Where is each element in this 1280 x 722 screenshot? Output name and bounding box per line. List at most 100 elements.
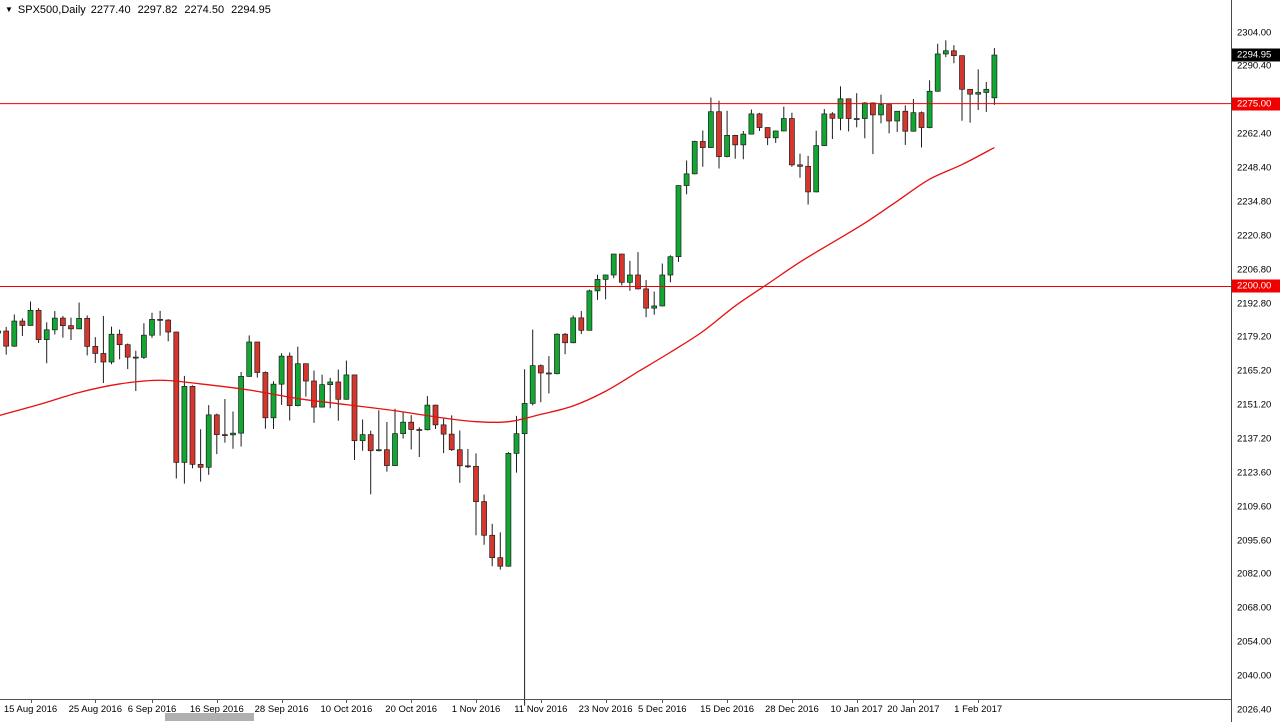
horizontal-scrollbar-thumb[interactable] (165, 713, 254, 721)
candle-body-down (286, 355, 293, 406)
candle-body-up (513, 433, 520, 454)
open-value: 2277.40 (90, 4, 131, 16)
time-axis-label: 28 Dec 2016 (764, 704, 819, 715)
candle-body-up (141, 334, 147, 358)
candle-body-down (35, 309, 42, 340)
candle-body-up (375, 449, 382, 452)
time-axis-tick (913, 700, 915, 703)
candle-body-down (384, 449, 390, 466)
candle-body-down (254, 341, 261, 373)
candle-body-up (505, 453, 512, 567)
candle-body-down (546, 372, 552, 375)
candle-body-up (554, 333, 560, 375)
candle-body-down (618, 253, 625, 283)
candle-body-down (124, 344, 131, 358)
candle-body-up (748, 113, 755, 135)
price-axis-label: 2082.00 (1237, 568, 1272, 580)
candle-body-up (724, 135, 730, 157)
price-axis-label: 2290.40 (1237, 60, 1272, 72)
price-axis-label: 2109.60 (1237, 501, 1272, 513)
candle-body-up (659, 274, 666, 307)
candle-body-up (11, 320, 18, 347)
candle-body-up (942, 50, 949, 55)
time-axis-label: 15 Dec 2016 (700, 704, 755, 715)
candle-body-up (910, 112, 917, 132)
candle-body-up (205, 414, 212, 468)
candle-body-down (132, 356, 139, 359)
candle-body-up (983, 88, 990, 93)
candle-body-up (108, 333, 115, 363)
candle-body-up (610, 253, 617, 276)
candle-body-up (772, 130, 779, 139)
candle-body-up (529, 365, 536, 404)
time-axis-tick (662, 700, 664, 703)
candle-body-down (351, 374, 358, 442)
candle-body-up (926, 90, 933, 128)
price-axis-label: 2220.80 (1237, 230, 1272, 242)
candles-layer (0, 40, 998, 706)
level-price-tag: 2200.00 (1232, 279, 1280, 293)
time-axis-label: 15 Aug 2016 (3, 704, 58, 715)
candle-body-down (756, 113, 763, 128)
candle-body-down (157, 318, 163, 321)
time-axis-tick (476, 700, 477, 703)
price-axis-label: 2040.00 (1237, 670, 1272, 682)
candle-body-up (691, 141, 698, 175)
candle-body-up (0, 330, 1, 334)
candle-body-down (303, 363, 309, 382)
time-axis-label: 11 Nov 2016 (514, 704, 568, 715)
candle-body-down (699, 141, 706, 148)
price-axis-label: 2123.60 (1237, 467, 1272, 479)
candle-body-up (359, 434, 366, 442)
candle-body-up (853, 118, 860, 120)
price-axis-label: 2054.00 (1237, 636, 1272, 648)
candle-body-up (27, 309, 34, 326)
candle-body-down (716, 111, 722, 157)
candle-body-down (440, 424, 447, 435)
candle-body-down (416, 429, 423, 431)
candle-body-up (278, 355, 285, 385)
time-axis-tick (216, 700, 218, 703)
moving-average-line (0, 146, 995, 424)
candle-body-up (708, 111, 714, 148)
candle-body-down (489, 534, 496, 559)
time-axis[interactable]: 15 Aug 2016 25 Aug 2016 6 Sep 2016 16 Sep 2… (0, 699, 1231, 722)
candle-body-up (327, 381, 334, 386)
candle-body-down (902, 110, 909, 132)
candle-body-down (408, 421, 415, 430)
candle-body-down (635, 274, 641, 290)
candle-body-down (173, 331, 180, 463)
candle-body-up (837, 98, 844, 119)
price-axis-label: 2248.40 (1237, 162, 1272, 174)
time-axis-label: 16 Sep 2016 (189, 704, 244, 715)
candle-body-down (84, 318, 91, 347)
one-click-trading-icon[interactable]: ▼ (5, 5, 13, 14)
candle-body-up (43, 329, 50, 340)
price-axis-label: 2026.40 (1237, 704, 1272, 715)
time-axis-tick (605, 700, 607, 703)
candle-body-up (76, 318, 82, 330)
candle-body-down (262, 372, 269, 419)
current-price-tag: 2294.95 (1232, 48, 1280, 62)
candle-body-up (861, 102, 868, 119)
high-value: 2297.82 (137, 4, 178, 16)
candle-body-down (578, 317, 585, 331)
price-axis-label: 2151.20 (1237, 399, 1272, 411)
candle-body-down (465, 465, 471, 468)
candle-body-up (627, 274, 633, 283)
candle-body-up (400, 421, 406, 434)
candle-body-down (951, 50, 957, 57)
time-axis-tick (978, 700, 980, 703)
candle-body-down (497, 557, 504, 567)
chart-canvas[interactable] (0, 0, 1231, 722)
symbol-period-label: SPX500,Daily (17, 4, 86, 16)
candle-body-down (764, 127, 771, 139)
price-axis-label: 2234.80 (1237, 196, 1272, 208)
price-axis[interactable]: 2304.00 2290.40 2262.40 2248.40 2234.80 2220.… (1231, 0, 1280, 722)
price-axis-label: 2179.20 (1237, 331, 1272, 343)
candle-body-down (797, 164, 803, 167)
time-axis-label: 6 Sep 2016 (127, 704, 177, 715)
candle-body-down (829, 113, 836, 119)
time-axis-tick (346, 700, 348, 703)
